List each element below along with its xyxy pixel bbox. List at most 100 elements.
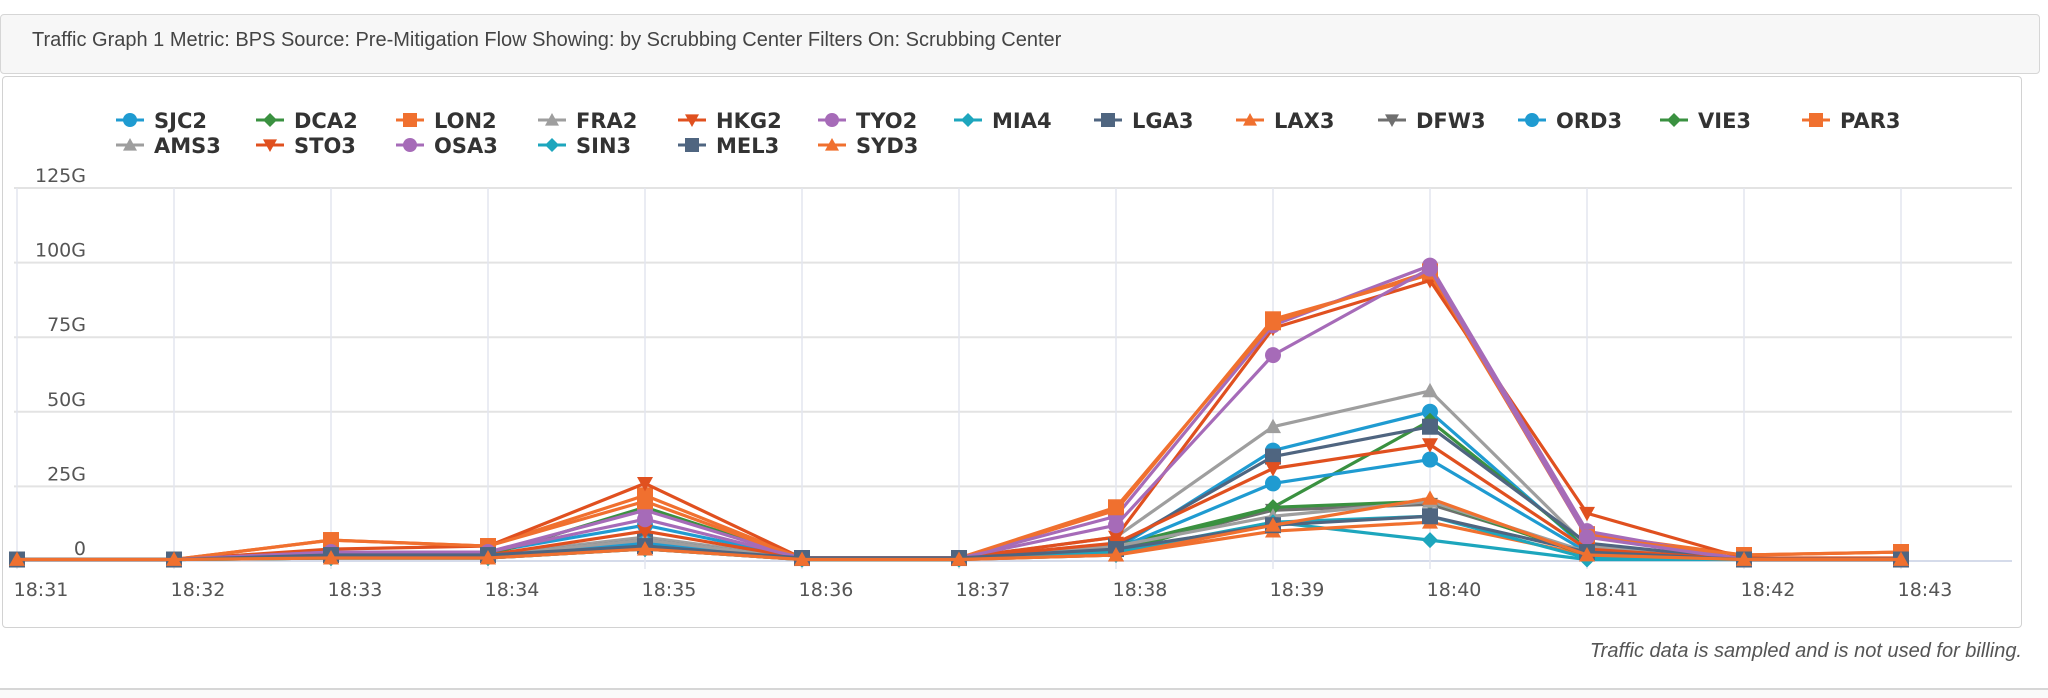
legend-item-vie3[interactable]: VIE3 [1660,109,1751,133]
x-tick-label: 18:36 [799,579,854,601]
data-point [637,477,653,492]
y-tick-label: 75G [47,314,86,336]
legend-label: SJC2 [154,109,207,133]
data-point [323,532,339,549]
legend-marker-icon [961,113,975,127]
legend-item-lga3[interactable]: LGA3 [1094,109,1193,133]
data-point [1265,499,1281,516]
graph-title: Traffic Graph 1 Metric: BPS Source: Pre-… [32,29,1062,51]
data-point [1265,347,1281,364]
data-point [1108,547,1124,562]
legend-label: PAR3 [1840,109,1901,133]
data-point [323,550,339,565]
legend-item-tyo2[interactable]: TYO2 [818,109,917,133]
legend-label: ORD3 [1556,109,1622,133]
series-lines [9,257,1909,568]
data-point [951,551,967,566]
data-point [1422,403,1438,420]
legend-label: TYO2 [856,109,917,133]
legend: SJC2 DCA2 LON2 FRA2 HKG2 TYO2 MIA4 LGA3 LAX3 DFW3… [116,109,1901,158]
legend-marker-icon [685,138,699,152]
legend-marker-icon [1525,113,1539,127]
x-tick-label: 18:32 [171,579,226,601]
y-axis: 0 25G 50G 75G 100G 125G [35,165,86,560]
y-tick-label: 100G [35,240,86,262]
y-tick-label: 125G [35,165,86,187]
data-point [1108,499,1124,516]
x-tick-label: 18:40 [1427,579,1482,601]
legend-item-ams3[interactable]: AMS3 [116,134,221,158]
legend-item-fra2[interactable]: FRA2 [538,109,637,133]
data-point [1893,551,1909,566]
legend-item-dca2[interactable]: DCA2 [256,109,358,133]
data-point [1422,508,1438,525]
data-point [1422,260,1438,277]
legend-item-mel3[interactable]: MEL3 [678,134,779,158]
legend-label: AMS3 [154,134,221,158]
data-point [9,551,25,566]
legend-marker-icon [123,113,137,127]
legend-marker-icon [685,114,699,127]
legend-marker-icon [263,139,277,152]
legend-marker-icon [1809,113,1823,127]
data-point [1579,529,1595,546]
legend-marker-icon [1243,113,1257,126]
legend-marker-icon [825,138,839,151]
legend-item-hkg2[interactable]: HKG2 [678,109,782,133]
data-point [637,493,653,510]
sampling-disclaimer: Traffic data is sampled and is not used … [1589,640,2022,662]
legend-marker-icon [545,113,559,126]
data-point [1422,490,1438,505]
data-point [1579,547,1595,562]
data-point [1736,551,1752,566]
x-tick-label: 18:37 [956,579,1011,601]
legend-item-syd3[interactable]: SYD3 [818,134,918,158]
legend-marker-icon [263,113,277,127]
legend-item-ord3[interactable]: ORD3 [1518,109,1622,133]
data-point [1265,517,1281,532]
data-point [1265,462,1281,477]
legend-label: DCA2 [294,109,358,133]
legend-label: MIA4 [992,109,1052,133]
legend-label: FRA2 [576,109,637,133]
series-syd3[interactable] [9,490,1909,566]
data-point [794,551,810,566]
legend-item-sjc2[interactable]: SJC2 [116,109,207,133]
graph-header: Traffic Graph 1 Metric: BPS Source: Pre-… [0,14,2040,74]
data-point [480,550,496,565]
legend-label: STO3 [294,134,356,158]
legend-item-lax3[interactable]: LAX3 [1236,109,1334,133]
data-point [1265,475,1281,492]
data-point [166,551,182,566]
legend-label: LGA3 [1132,109,1193,133]
legend-label: LON2 [434,109,497,133]
legend-item-par3[interactable]: PAR3 [1802,109,1901,133]
legend-marker-icon [1101,113,1115,127]
data-point [1579,506,1595,522]
legend-marker-icon [1667,113,1681,127]
data-point [1265,314,1281,331]
y-tick-label: 50G [47,389,86,411]
legend-label: OSA3 [434,134,498,158]
legend-label: VIE3 [1698,109,1751,133]
legend-marker-icon [825,113,839,127]
data-point [637,511,653,528]
legend-item-mia4[interactable]: MIA4 [954,109,1052,133]
legend-item-sin3[interactable]: SIN3 [538,134,631,158]
y-tick-label: 0 [74,538,86,560]
x-tick-label: 18:39 [1270,579,1325,601]
legend-item-dfw3[interactable]: DFW3 [1378,109,1486,133]
x-tick-label: 18:33 [328,579,383,601]
legend-item-lon2[interactable]: LON2 [396,109,497,133]
legend-item-sto3[interactable]: STO3 [256,134,356,158]
x-tick-label: 18:35 [642,579,697,601]
x-tick-label: 18:43 [1898,579,1953,601]
y-tick-label: 25G [47,463,86,485]
legend-marker-icon [1385,114,1399,127]
legend-marker-icon [123,138,137,151]
legend-item-osa3[interactable]: OSA3 [396,134,498,158]
legend-label: SIN3 [576,134,631,158]
x-tick-label: 18:42 [1741,579,1796,601]
data-point [1265,448,1281,465]
